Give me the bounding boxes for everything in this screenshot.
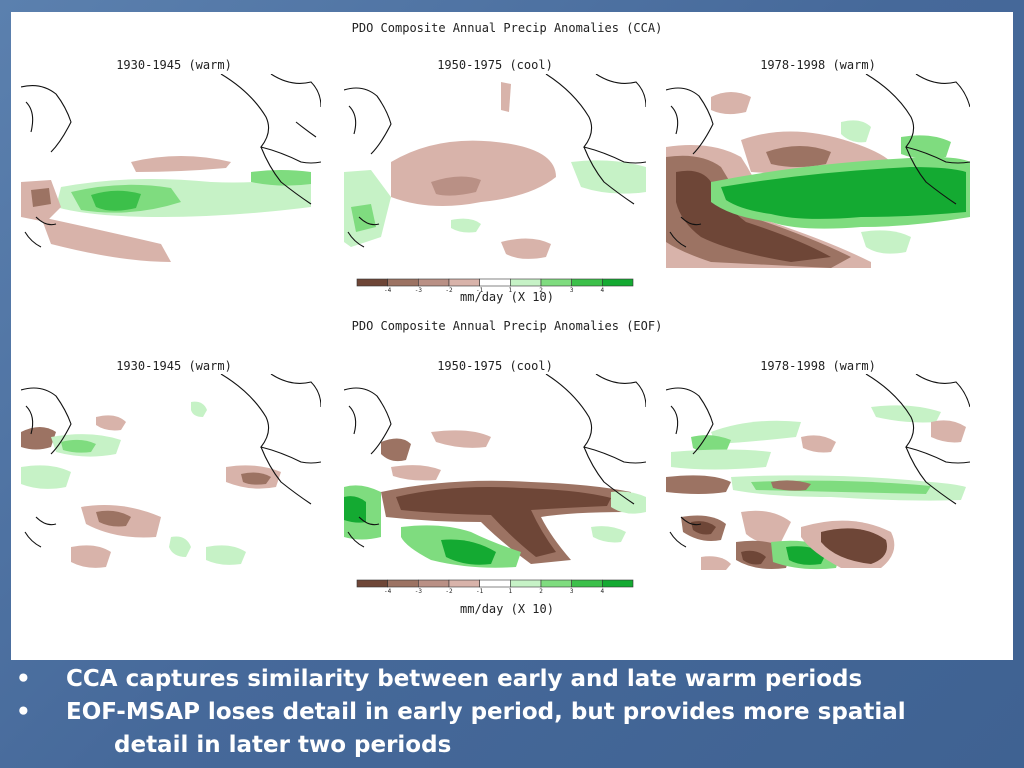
cca-panel-2-map [344, 74, 646, 268]
coastline [21, 74, 321, 248]
colorbar-swatch [418, 579, 450, 588]
colorbar-swatch [448, 579, 480, 588]
colorbar-swatch [479, 579, 511, 588]
colorbar-swatch [571, 278, 603, 287]
bullet-marker: • [16, 666, 31, 692]
colorbar-tick-label: -1 [476, 287, 484, 294]
coastline [344, 374, 646, 548]
colorbar-swatch [387, 278, 419, 287]
coastline [666, 374, 970, 548]
cca-colorbar: -4 -3 -2 -1 1 2 3 4 [356, 278, 634, 294]
cca-colorbar-label: mm/day (X 10) [460, 290, 554, 304]
anomaly-field [21, 401, 281, 568]
eof-colorbar-label: mm/day (X 10) [460, 602, 554, 616]
anomaly-field [21, 156, 311, 262]
colorbar-swatch [356, 278, 388, 287]
colorbar-swatch [571, 579, 603, 588]
eof-panel-2-title: 1950-1975 (cool) [437, 359, 553, 373]
coastline [666, 74, 970, 248]
cca-panel-2-title: 1950-1975 (cool) [437, 58, 553, 72]
bullet-text: CCA captures similarity between early an… [66, 666, 863, 692]
colorbar-swatch [356, 579, 388, 588]
colorbar-swatch [540, 579, 572, 588]
eof-panel-1-title: 1930-1945 (warm) [116, 359, 232, 373]
eof-panel-2-map [344, 374, 646, 570]
cca-panel-3-title: 1978-1998 (warm) [760, 58, 876, 72]
colorbar-tick-label: 4 [601, 588, 605, 595]
colorbar-tick-label: 4 [601, 287, 605, 294]
anomaly-field [666, 92, 970, 268]
eof-panel-1-map [21, 374, 321, 570]
colorbar-tick-label: -4 [384, 588, 392, 595]
cca-panel-1-map [21, 74, 321, 268]
colorbar-tick-label: 1 [509, 287, 513, 294]
cca-figure-title: PDO Composite Annual Precip Anomalies (C… [352, 21, 663, 35]
bullet-list: • CCA captures similarity between early … [0, 663, 1024, 762]
bullet-text: EOF-MSAP loses detail in early period, b… [66, 699, 906, 725]
colorbar-swatch [448, 278, 480, 287]
bullet-item: • CCA captures similarity between early … [0, 663, 1024, 696]
colorbar-tick-label: 1 [509, 588, 513, 595]
cca-panel-1-title: 1930-1945 (warm) [116, 58, 232, 72]
eof-colorbar: -4 -3 -2 -1 1 2 3 4 [356, 579, 634, 595]
colorbar-tick-label: -2 [445, 287, 453, 294]
colorbar-tick-label: -1 [476, 588, 484, 595]
colorbar-tick-label: 3 [570, 588, 574, 595]
colorbar-swatch [602, 278, 634, 287]
anomaly-field [666, 405, 966, 570]
bullet-text-continuation: detail in later two periods [114, 732, 452, 758]
coastline [21, 374, 321, 548]
colorbar-tick-label: 2 [539, 287, 543, 294]
colorbar-swatch [479, 278, 511, 287]
anomaly-field [344, 430, 646, 568]
colorbar-swatch [540, 278, 572, 287]
figure-panel: PDO Composite Annual Precip Anomalies (C… [11, 12, 1013, 660]
colorbar-tick-label: -3 [415, 287, 423, 294]
colorbar-swatch [602, 579, 634, 588]
colorbar-swatch [510, 278, 542, 287]
colorbar-swatch [418, 278, 450, 287]
colorbar-tick-label: -3 [415, 588, 423, 595]
coastline [344, 74, 646, 248]
eof-figure-title: PDO Composite Annual Precip Anomalies (E… [352, 319, 663, 333]
colorbar-swatch [387, 579, 419, 588]
bullet-marker: • [16, 699, 31, 725]
anomaly-field [344, 82, 646, 259]
bullet-item: • EOF-MSAP loses detail in early period,… [0, 696, 1024, 762]
colorbar-tick-label: 3 [570, 287, 574, 294]
precip-anomaly-figure: PDO Composite Annual Precip Anomalies (C… [21, 21, 970, 616]
eof-panel-3-map [666, 374, 970, 570]
colorbar-tick-label: 2 [539, 588, 543, 595]
cca-panel-3-map [666, 74, 970, 268]
colorbar-swatch [510, 579, 542, 588]
colorbar-tick-label: -2 [445, 588, 453, 595]
colorbar-tick-label: -4 [384, 287, 392, 294]
eof-panel-3-title: 1978-1998 (warm) [760, 359, 876, 373]
